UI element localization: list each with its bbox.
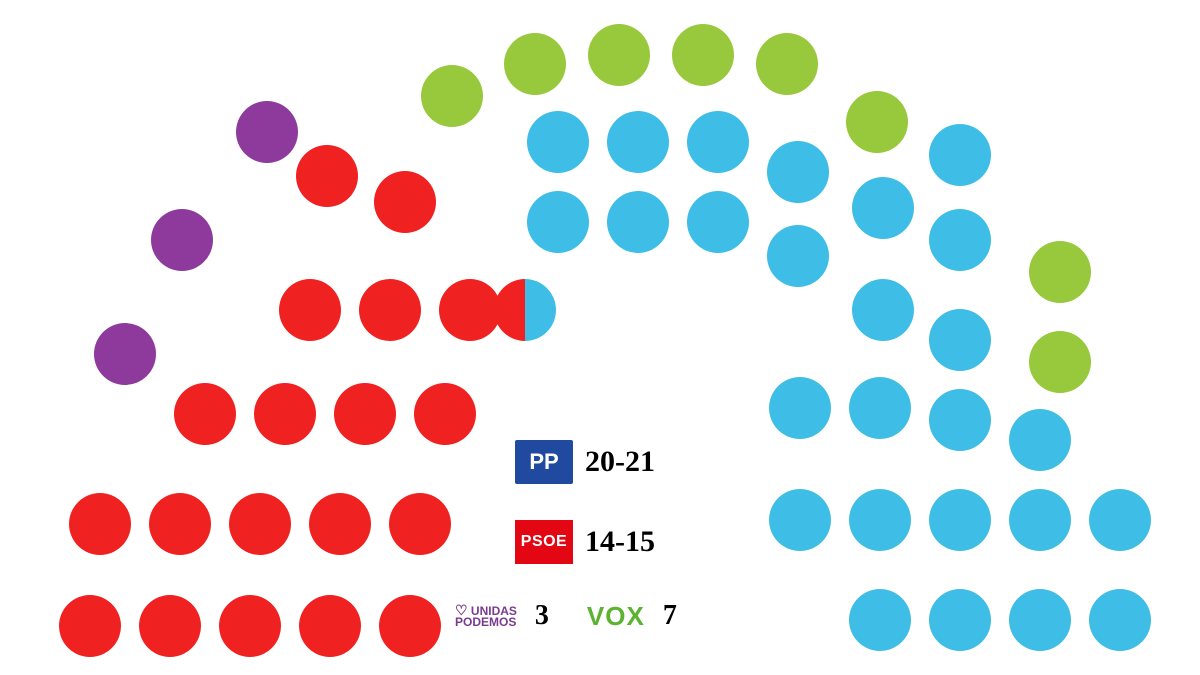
seat <box>229 493 291 555</box>
seat <box>139 595 201 657</box>
legend-pp: PP 20-21 <box>515 440 655 484</box>
seat <box>767 141 829 203</box>
psoe-logo-badge: PSOE <box>515 520 573 564</box>
vox-logo-text: VOX <box>587 601 645 631</box>
seat <box>687 191 749 253</box>
vox-logo-badge: VOX <box>587 601 645 632</box>
pp-logo-badge: PP <box>515 440 573 484</box>
seat <box>929 209 991 271</box>
seat <box>852 279 914 341</box>
seat <box>929 389 991 451</box>
seat <box>852 177 914 239</box>
seat <box>254 383 316 445</box>
seat <box>849 589 911 651</box>
hemicycle-chart: PP 20-21 PSOE 14-15 ♡ UNIDAS PODEMOS 3 V… <box>0 0 1200 675</box>
seat <box>414 383 476 445</box>
seat <box>527 111 589 173</box>
seat <box>769 489 831 551</box>
seat <box>849 489 911 551</box>
seat <box>389 493 451 555</box>
seat <box>439 279 501 341</box>
seat <box>374 171 436 233</box>
seat <box>219 595 281 657</box>
seat <box>279 279 341 341</box>
seat <box>379 595 441 657</box>
up-logo-badge: ♡ UNIDAS PODEMOS <box>455 604 517 628</box>
seat <box>1029 241 1091 303</box>
seat <box>849 377 911 439</box>
seat <box>756 33 818 95</box>
seat <box>607 111 669 173</box>
seat <box>359 279 421 341</box>
legend-psoe: PSOE 14-15 <box>515 520 655 564</box>
seat <box>59 595 121 657</box>
seat <box>846 91 908 153</box>
seat <box>769 377 831 439</box>
up-seat-count: 3 <box>535 600 549 632</box>
seat-split <box>494 279 556 341</box>
seat <box>607 191 669 253</box>
psoe-logo-text: PSOE <box>521 533 567 551</box>
seat <box>236 101 298 163</box>
seat <box>174 383 236 445</box>
seat <box>69 493 131 555</box>
legend-up-vox: ♡ UNIDAS PODEMOS 3 VOX 7 <box>455 600 677 632</box>
seat <box>1089 489 1151 551</box>
seat <box>672 24 734 86</box>
seat <box>687 111 749 173</box>
seat <box>929 309 991 371</box>
seat <box>296 145 358 207</box>
seat <box>94 323 156 385</box>
seat <box>929 489 991 551</box>
seat <box>929 124 991 186</box>
seat <box>149 493 211 555</box>
seat <box>767 225 829 287</box>
seat <box>309 493 371 555</box>
seat <box>421 65 483 127</box>
seat <box>527 191 589 253</box>
pp-logo-text: PP <box>529 449 558 475</box>
psoe-seat-count: 14-15 <box>585 525 655 559</box>
seat <box>1009 489 1071 551</box>
seat <box>1089 589 1151 651</box>
up-logo-line2: PODEMOS <box>455 615 516 629</box>
vox-seat-count: 7 <box>663 600 677 632</box>
seat <box>1009 409 1071 471</box>
seat <box>929 589 991 651</box>
pp-seat-count: 20-21 <box>585 445 655 479</box>
seat <box>1029 331 1091 393</box>
seat <box>588 24 650 86</box>
seat <box>504 33 566 95</box>
seat <box>151 209 213 271</box>
seat <box>334 383 396 445</box>
seat <box>1009 589 1071 651</box>
seat <box>299 595 361 657</box>
